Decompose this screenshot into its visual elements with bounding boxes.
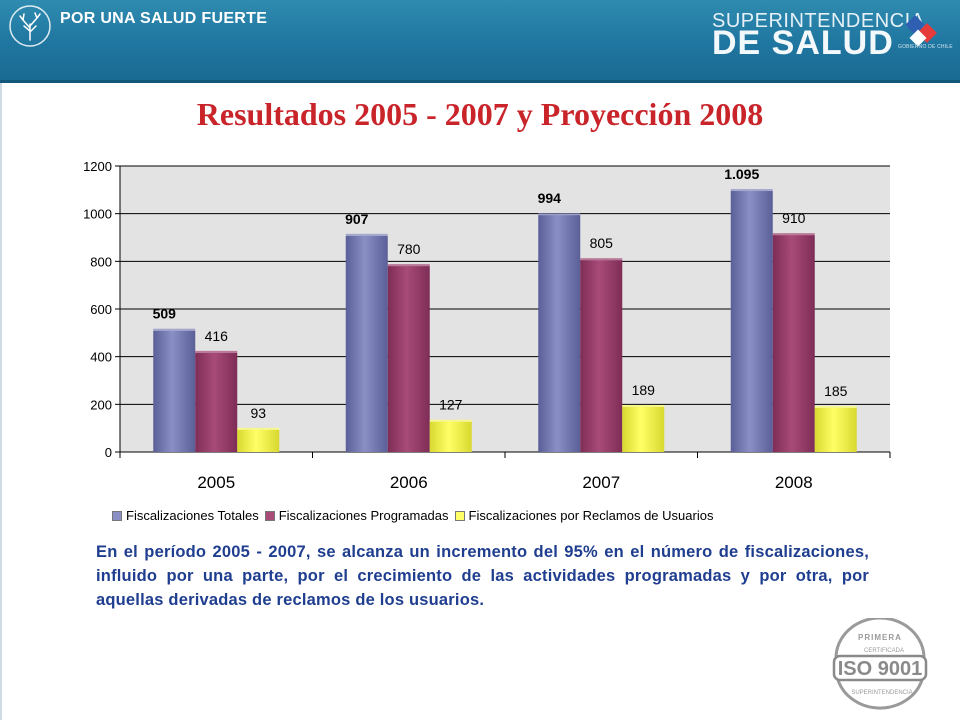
data-label: 416 [205,328,229,344]
bar-cap [580,258,623,261]
legend-item-programadas: Fiscalizaciones Programadas [264,508,449,523]
bar [814,407,857,452]
data-label: 780 [397,241,421,257]
y-tick-label: 600 [90,302,112,317]
bar [195,352,238,452]
bar-cap [538,213,581,216]
legend-label-reclamos: Fiscalizaciones por Reclamos de Usuarios [468,508,714,523]
data-label: 907 [345,211,369,227]
left-rule [0,83,2,720]
bar [772,235,815,452]
bar-cap [814,405,857,408]
iso-mid-text: CERTIFICADA [864,648,904,654]
slide-title: Resultados 2005 - 2007 y Proyección 2008 [196,96,764,132]
bar [622,406,665,452]
legend-item-reclamos: Fiscalizaciones por Reclamos de Usuarios [454,508,714,523]
bar [237,429,280,452]
bar-chart: 0 200 400 600 800 1000 1200 509 416 93 2005 907 780 1… [83,159,891,492]
x-tick-label: 2006 [390,473,428,492]
y-tick-label: 800 [90,254,112,269]
iso-label-text: ISO 9001 [838,658,923,680]
data-label: 994 [538,190,562,206]
legend-swatch-reclamos [454,510,465,521]
gobierno-label: GOBIERNO DE CHILE [898,44,953,50]
bar-cap [772,233,815,236]
y-tick-label: 0 [105,445,112,460]
y-tick-label: 400 [90,350,112,365]
bar-cap [429,419,472,422]
data-label: 910 [782,210,806,226]
bar [580,260,623,452]
tree-logo-icon [9,5,51,47]
chart-legend: Fiscalizaciones Totales Fiscalizaciones … [112,508,713,523]
data-label: 189 [632,382,656,398]
description-text: En el período 2005 - 2007, se alcanza un… [96,543,869,609]
bar-cap [153,328,196,331]
data-label: 93 [250,405,266,421]
data-label: 805 [590,235,614,251]
brand-slogan: POR UNA SALUD FUERTE [60,10,268,27]
iso-bottom-text: SUPERINTENDENCIA [851,690,912,696]
legend-label-programadas: Fiscalizaciones Programadas [278,508,449,523]
legend-swatch-programadas [264,510,275,521]
header-banner: POR UNA SALUD FUERTE SUPERINTENDENCIA DE… [0,0,960,83]
bar-cap [387,264,430,267]
bar-cap [345,233,388,236]
bar [387,266,430,452]
de-salud-label: DE SALUD [712,24,894,62]
y-tick-label: 1200 [83,159,112,174]
data-label: 509 [153,306,177,322]
superintendencia-label: SUPERINTENDENCIA [712,10,925,32]
bar [345,235,388,452]
bar-cap [730,189,773,192]
bar [538,215,581,452]
x-tick-label: 2008 [775,473,813,492]
legend-label-totales: Fiscalizaciones Totales [126,508,259,523]
data-label: 1.095 [724,166,759,182]
bar [429,421,472,452]
y-tick-label: 200 [90,397,112,412]
legend-item-totales: Fiscalizaciones Totales [112,508,259,523]
data-label: 185 [824,383,848,399]
x-tick-label: 2005 [197,473,235,492]
bar [153,330,196,452]
legend-swatch-totales [112,510,122,521]
bar-cap [622,404,665,407]
gobierno-de-chile-logo-icon [905,15,937,47]
bar [730,191,773,452]
data-label: 127 [439,397,463,413]
bar-cap [237,427,280,430]
iso-9001-badge-icon: PRIMERA CERTIFICADA ISO 9001 SUPERINTEND… [832,618,928,710]
iso-top-text: PRIMERA [858,633,902,642]
x-tick-label: 2007 [582,473,620,492]
y-tick-label: 1000 [83,207,112,222]
bar-cap [195,350,238,353]
